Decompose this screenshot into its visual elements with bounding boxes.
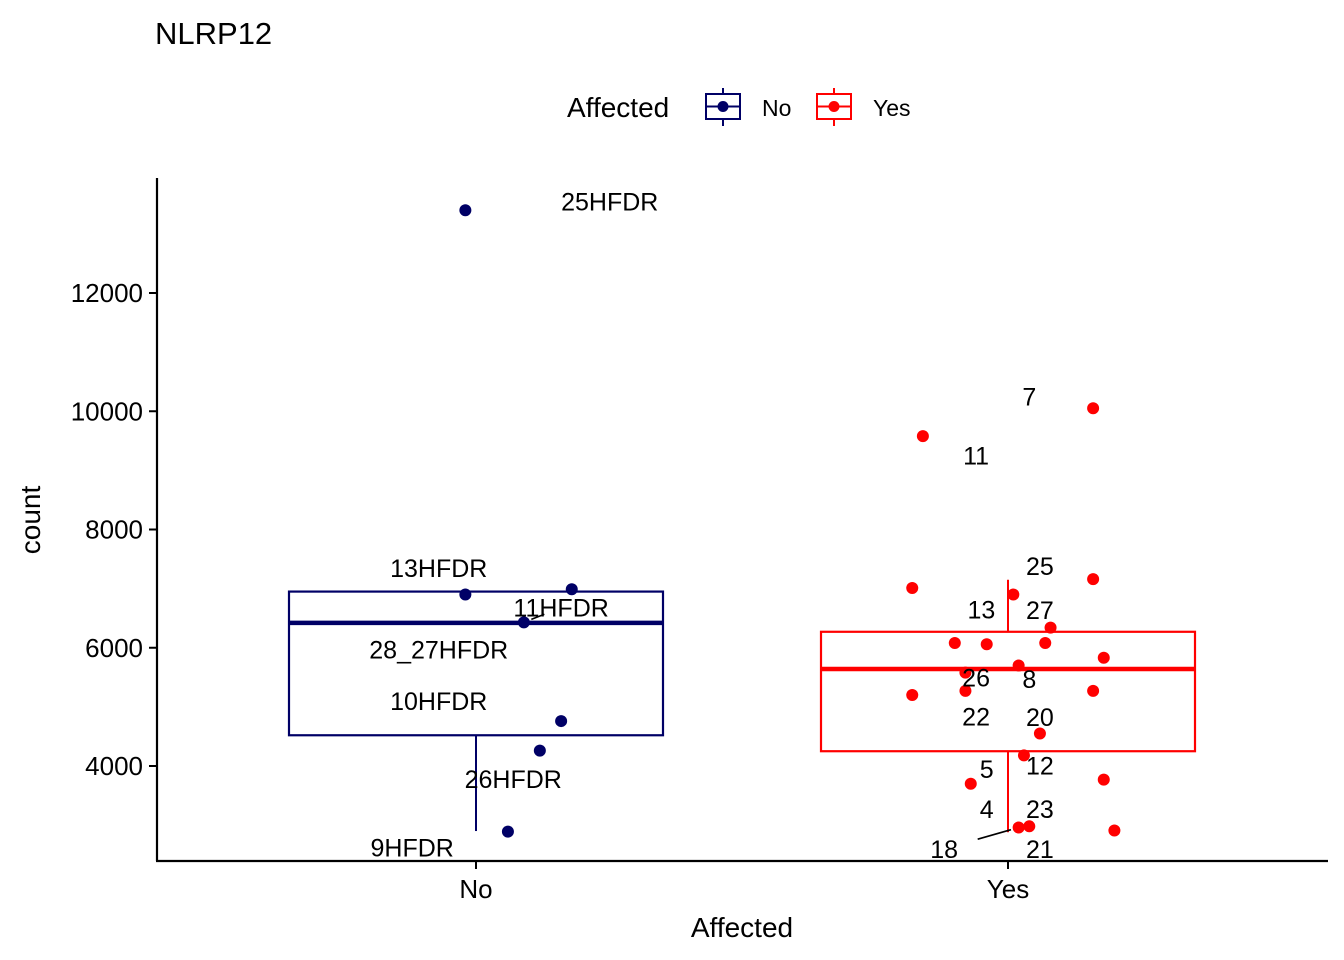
box-no: [287, 590, 665, 832]
point-yes: [1097, 651, 1110, 664]
x-tick-label: No: [459, 874, 492, 904]
point-label: 5: [980, 756, 994, 784]
point-no: [565, 583, 578, 596]
point-label: 25: [1026, 553, 1054, 581]
point-yes: [1012, 821, 1025, 834]
point-label: 23: [1026, 796, 1054, 824]
box-yes: [819, 579, 1197, 833]
point-yes: [959, 684, 972, 697]
chart-title: NLRP12: [155, 16, 272, 51]
label-leader-line: [531, 613, 545, 621]
point-yes: [964, 777, 977, 790]
point-yes: [1023, 820, 1036, 833]
point-no: [459, 204, 472, 217]
point-yes: [906, 689, 919, 702]
point-yes: [1097, 773, 1110, 786]
y-tick-label: 10000: [71, 396, 143, 426]
point-label: 4: [980, 796, 994, 824]
point-yes: [1012, 659, 1025, 672]
x-tick-label: Yes: [987, 874, 1029, 904]
point-yes: [1044, 621, 1057, 634]
legend-label-no: No: [762, 95, 791, 121]
point-yes: [959, 666, 972, 679]
y-tick-label: 6000: [85, 633, 143, 663]
legend-label-yes: Yes: [873, 95, 911, 121]
point-label: 8: [1022, 666, 1036, 694]
point-label: 27: [1026, 597, 1054, 625]
point-label: 13: [967, 596, 995, 624]
point-label: 21: [1026, 836, 1054, 864]
point-yes: [1017, 749, 1030, 762]
point-label: 10HFDR: [390, 688, 487, 716]
y-tick-label: 8000: [85, 515, 143, 545]
point-yes: [1108, 824, 1121, 837]
legend: Affected No Yes: [567, 88, 911, 126]
point-yes: [1039, 637, 1052, 650]
point-yes: [1087, 402, 1100, 415]
point-label: 7: [1022, 383, 1036, 411]
point-label: 28_27HFDR: [369, 637, 508, 665]
legend-key-point: [828, 101, 840, 112]
point-yes: [1033, 727, 1046, 740]
point-label: 12: [1026, 752, 1054, 780]
y-axis-title: count: [15, 486, 46, 555]
y-tick-label: 4000: [85, 751, 143, 781]
y-tick-label: 12000: [71, 278, 143, 308]
point-label: 11HFDR: [513, 595, 608, 623]
legend-key-no: [705, 88, 741, 126]
point-yes: [980, 638, 993, 651]
legend-key-point: [717, 101, 729, 112]
legend-title: Affected: [567, 92, 669, 123]
x-axis-title: Affected: [691, 912, 793, 943]
point-no: [555, 715, 568, 728]
point-label: 11: [963, 443, 989, 471]
point-label: 20: [1026, 704, 1054, 732]
legend-key-yes: [816, 88, 852, 126]
boxes: [287, 579, 1197, 833]
point-yes: [1087, 684, 1100, 697]
point-yes: [906, 582, 919, 595]
point-no: [517, 616, 530, 629]
point-no: [459, 588, 472, 601]
point-label: 26: [962, 664, 990, 692]
point-labels: 25HFDR 13HFDR 11HFDR 10HFDR 26HFDR 9HFDR 28_27…: [369, 188, 1054, 863]
point-no: [501, 825, 514, 838]
label-leader-line: [977, 828, 1012, 840]
point-label: 26HFDR: [465, 766, 562, 794]
axes: 4000 6000 8000 10000 12000 No Yes: [71, 178, 1328, 904]
point-label: 22: [962, 703, 990, 731]
point-yes: [948, 637, 961, 650]
data-points: [459, 204, 1121, 838]
point-yes: [1007, 588, 1020, 601]
point-no: [533, 744, 546, 757]
point-yes: [916, 430, 929, 443]
point-label: 25HFDR: [561, 188, 658, 216]
point-label: 13HFDR: [390, 555, 487, 583]
point-label: 18: [930, 836, 958, 864]
point-yes: [1087, 573, 1100, 586]
box-iqr: [287, 590, 665, 737]
point-label: 9HFDR: [370, 835, 453, 863]
box-iqr: [819, 630, 1197, 753]
